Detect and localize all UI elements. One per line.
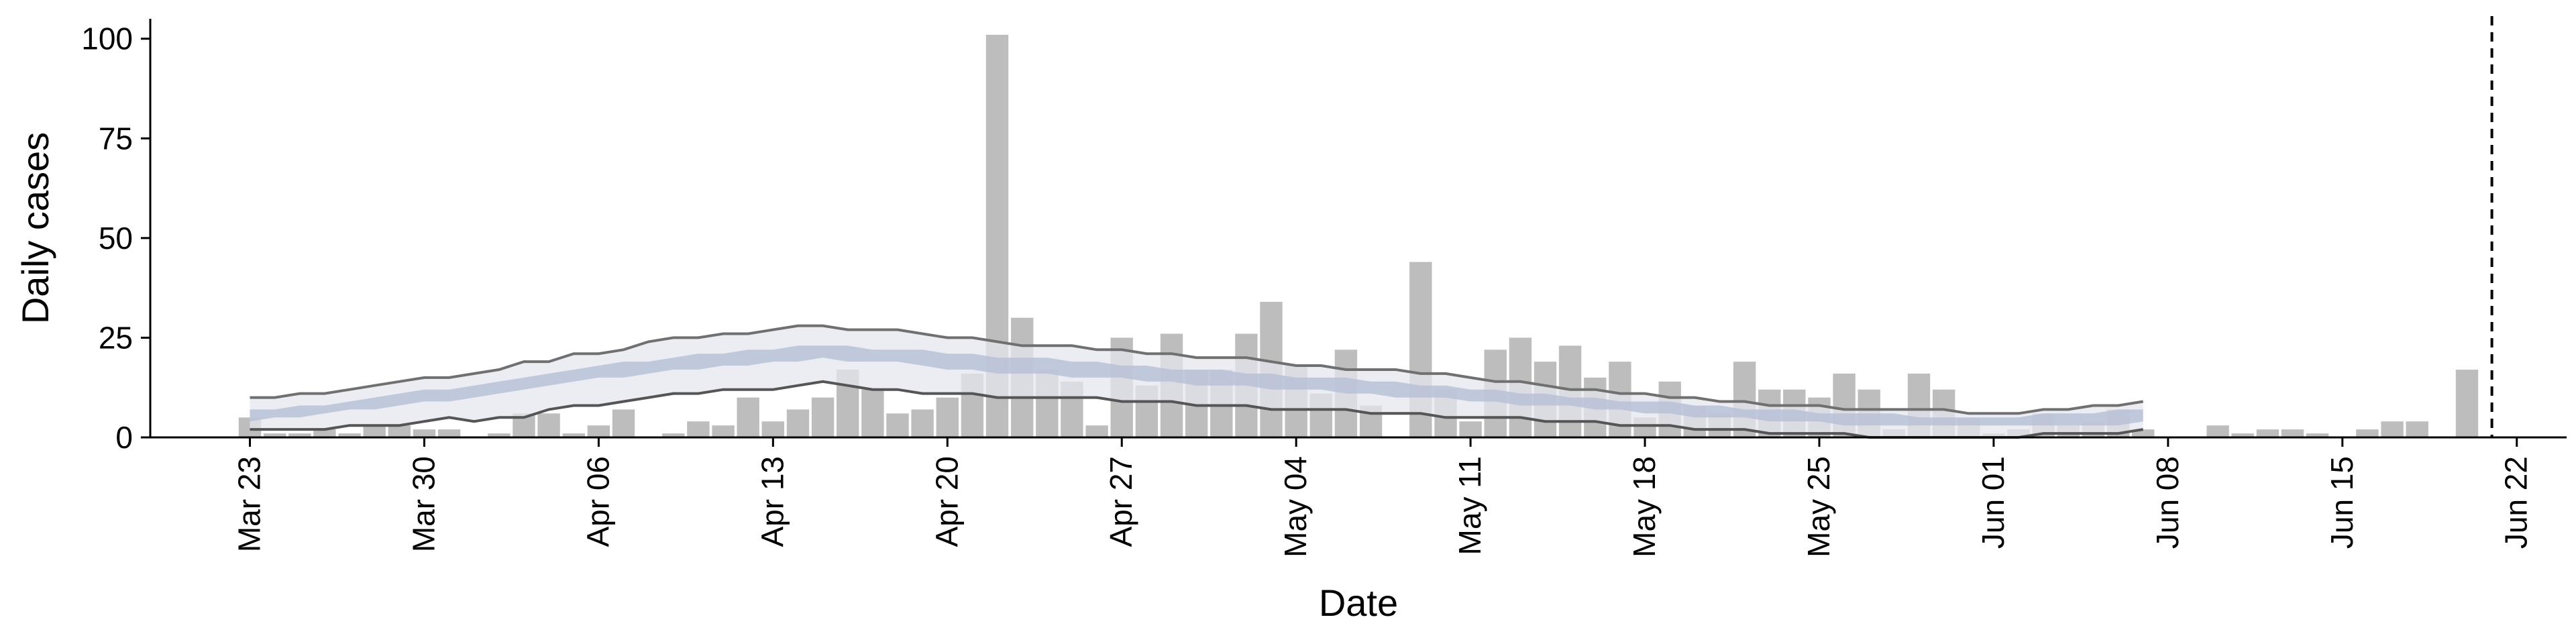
- x-tick-label: May 18: [1627, 456, 1662, 557]
- bar: [662, 433, 685, 437]
- bar: [2132, 429, 2155, 437]
- bar: [786, 409, 810, 437]
- bar: [338, 433, 361, 437]
- bar: [2231, 433, 2254, 437]
- x-axis-ticks: Mar 23 Mar 30 Apr 06 Apr 13 Apr 20 Apr 27 May …: [232, 437, 2534, 557]
- bar: [288, 433, 311, 437]
- x-tick-label: Apr 13: [755, 456, 790, 547]
- x-tick-label: Jun 15: [2324, 456, 2359, 549]
- lower-bound-line: [250, 380, 2144, 439]
- bar: [313, 429, 336, 437]
- x-axis-title: Date: [1319, 582, 1398, 624]
- bar: [886, 413, 909, 437]
- y-tick-label: 100: [81, 21, 133, 56]
- x-tick-label: May 25: [1801, 456, 1836, 557]
- bar: [587, 425, 610, 437]
- bar: [687, 421, 710, 437]
- y-tick-label: 75: [99, 121, 133, 156]
- upper-bound-line: [250, 324, 2144, 415]
- bar: [388, 425, 411, 437]
- bar: [2381, 421, 2404, 437]
- y-tick-label: 25: [99, 320, 133, 355]
- bar: [2206, 425, 2229, 437]
- bar: [437, 429, 461, 437]
- bar: [2256, 429, 2279, 437]
- inner-ci-band: [250, 345, 2143, 426]
- bar: [2306, 433, 2329, 437]
- x-tick-label: Apr 06: [580, 456, 615, 547]
- bar: [1085, 425, 1108, 437]
- bar: [1459, 421, 1482, 437]
- bar: [911, 409, 934, 437]
- x-tick-label: Jun 22: [2499, 456, 2534, 549]
- bar: [2356, 429, 2379, 437]
- bar: [363, 425, 386, 437]
- y-tick-label: 50: [99, 221, 133, 256]
- bar: [712, 425, 735, 437]
- y-tick-label: 0: [115, 420, 133, 455]
- bar: [612, 409, 635, 437]
- x-tick-label: May 11: [1452, 456, 1487, 555]
- bar: [413, 429, 436, 437]
- bar: [537, 413, 560, 437]
- bar: [811, 397, 835, 437]
- x-tick-label: Mar 23: [232, 456, 267, 552]
- bar: [2406, 421, 2428, 437]
- bar: [264, 433, 286, 437]
- x-tick-label: Apr 20: [929, 456, 964, 547]
- y-axis-title: Daily cases: [14, 132, 56, 324]
- bar: [861, 389, 884, 437]
- bar: [488, 433, 511, 437]
- bar: [2455, 370, 2479, 437]
- x-tick-label: Apr 27: [1104, 456, 1138, 547]
- bar: [737, 397, 759, 437]
- bar: [761, 421, 784, 437]
- x-tick-label: May 04: [1278, 456, 1313, 557]
- x-tick-label: Mar 30: [406, 456, 441, 552]
- bar: [936, 397, 959, 437]
- y-axis-ticks: 0 25 50 75 100: [81, 21, 150, 455]
- x-tick-label: Jun 01: [1976, 456, 2010, 549]
- bar: [2281, 429, 2304, 437]
- x-tick-label: Jun 08: [2150, 456, 2185, 549]
- bar: [562, 433, 585, 437]
